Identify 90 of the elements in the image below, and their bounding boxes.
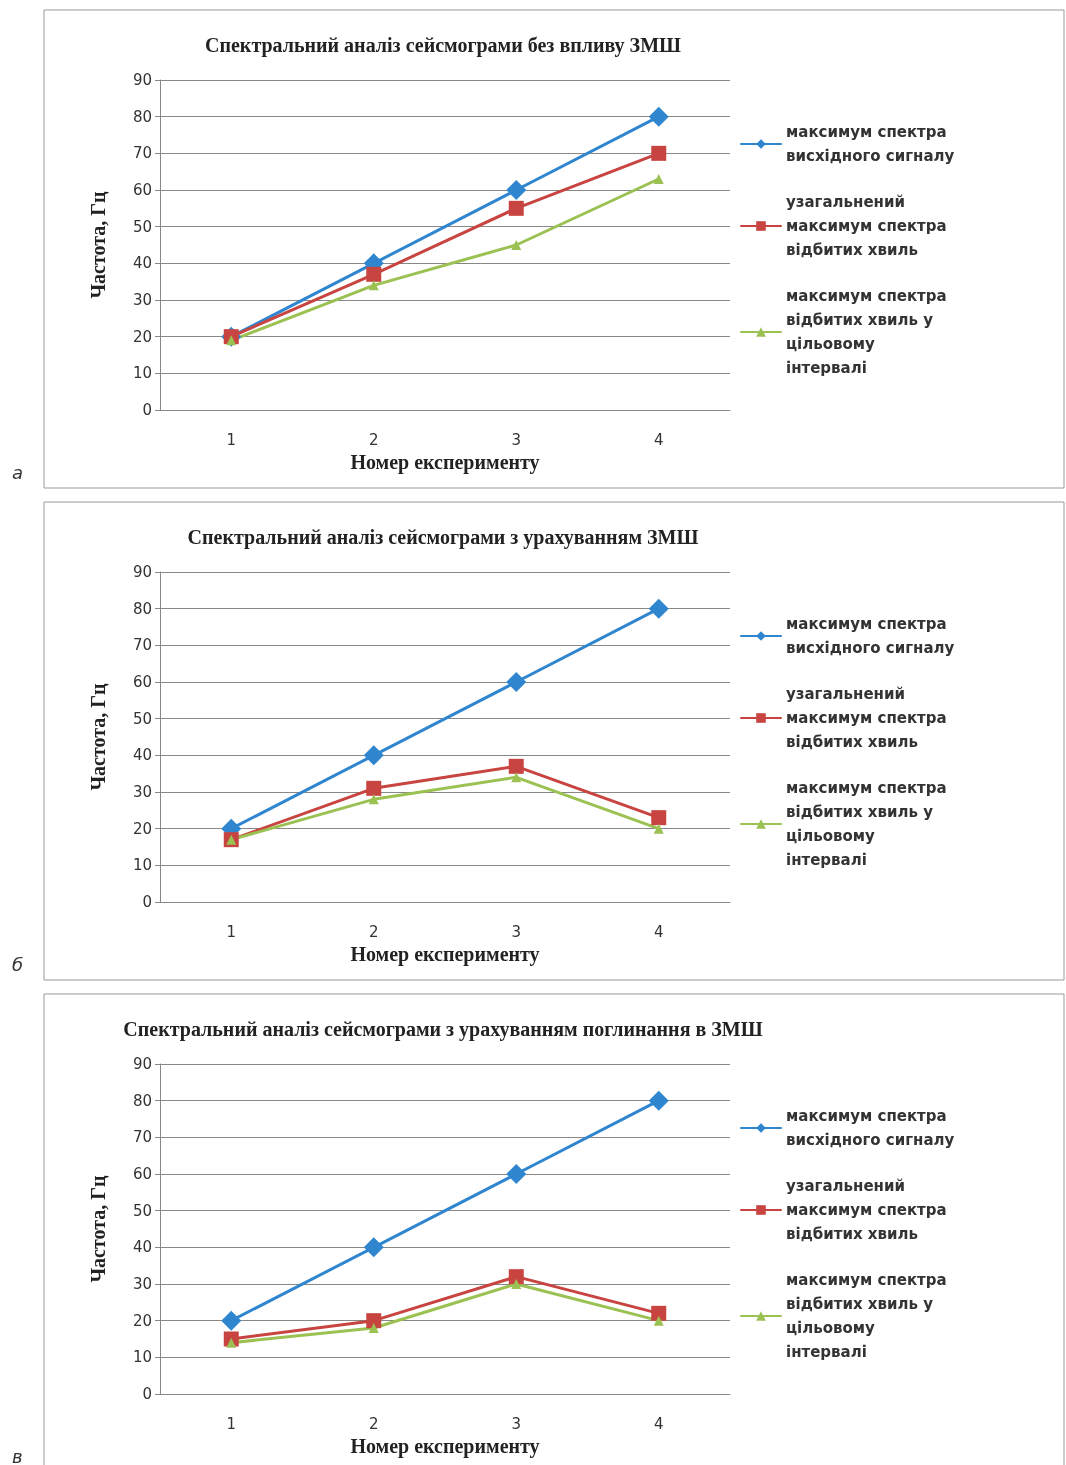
y-tick-label: 0 [142, 401, 152, 419]
y-tick-label: 40 [132, 1238, 152, 1257]
y-tick-label: 10 [132, 856, 152, 875]
y-tick-label: 60 [132, 181, 152, 199]
y-tick-label: 80 [132, 107, 152, 126]
y-tick-label: 20 [132, 1311, 152, 1330]
point [653, 174, 664, 184]
x-tick-label: 4 [653, 1414, 664, 1433]
x-tick-label: 1 [226, 922, 237, 941]
point [368, 794, 379, 805]
legend-label: максимум спектра відбитих хвиль у цільовому інтервалі [786, 779, 952, 869]
x-axis-title: Номер експерименту [350, 1434, 540, 1458]
text: а [12, 461, 24, 483]
point [511, 240, 522, 250]
x-tick-label: 1 [226, 430, 237, 449]
legend-label: узагальнений максимум спектра відбитих хвиль [786, 685, 952, 751]
point [506, 180, 527, 200]
y-tick-label: 20 [132, 327, 152, 346]
y-tick-label: 40 [132, 746, 152, 765]
y-tick-label: 90 [132, 71, 152, 89]
legend-label: узагальнений максимум спектра відбитих хвиль [786, 193, 952, 259]
y-axis-title: Частота, Гц [87, 682, 109, 791]
y-tick-label: 60 [132, 673, 152, 691]
point [506, 1164, 527, 1184]
legend-label: максимум спектра висхідного сигналу [786, 123, 955, 165]
point [648, 1090, 669, 1111]
point [511, 1279, 522, 1289]
x-tick-label: 2 [368, 430, 379, 449]
y-axis-title: Частота, Гц [87, 1174, 109, 1283]
point [653, 823, 664, 834]
x-tick-label: 4 [653, 430, 664, 449]
y-tick-label: 20 [132, 819, 152, 838]
y-axis-title: Частота, Гц [87, 190, 109, 299]
point [508, 1269, 524, 1285]
point [511, 772, 522, 783]
y-tick-label: 40 [132, 254, 152, 273]
point [221, 1310, 242, 1331]
y-tick-label: 70 [132, 144, 152, 163]
x-axis-title: Номер експерименту [350, 942, 540, 966]
point [366, 266, 382, 282]
y-tick-label: 70 [132, 1128, 152, 1147]
y-tick-label: 0 [142, 893, 152, 911]
point [648, 106, 669, 127]
point [368, 280, 379, 291]
legend-label: максимум спектра висхідного сигналу [786, 615, 955, 657]
y-tick-label: 80 [132, 1091, 152, 1110]
legend-label: максимум спектра відбитих хвиль у цільовому інтервалі [786, 287, 952, 377]
x-tick-label: 3 [511, 922, 522, 941]
chart-title: Спектральний аналіз сейсмограми з урахуванням поглинання в ЗМШ [123, 1018, 763, 1041]
point [363, 745, 384, 766]
point [651, 145, 667, 161]
chart-title: Спектральний аналіз сейсмограми без впливу ЗМШ [205, 34, 682, 57]
point [366, 780, 382, 796]
text: б [12, 953, 24, 975]
x-tick-label: 1 [226, 1414, 237, 1433]
point [506, 672, 527, 692]
y-tick-label: 30 [132, 1275, 152, 1293]
x-tick-label: 3 [511, 1414, 522, 1433]
y-tick-label: 30 [132, 291, 152, 309]
point [363, 1237, 384, 1258]
point [653, 1315, 664, 1326]
point [368, 1323, 379, 1333]
x-tick-label: 2 [368, 922, 379, 941]
x-tick-label: 3 [511, 430, 522, 449]
y-tick-label: 50 [132, 1201, 152, 1220]
point [651, 1305, 667, 1321]
legend-label: узагальнений максимум спектра відбитих хвиль [786, 1177, 952, 1243]
legend-label: максимум спектра відбитих хвиль у цільовому інтервалі [786, 1271, 952, 1361]
text: в [12, 1445, 23, 1465]
point [508, 758, 524, 774]
point [366, 1313, 382, 1329]
x-tick-label: 2 [368, 1414, 379, 1433]
point [508, 200, 524, 216]
y-tick-label: 10 [132, 1348, 152, 1367]
y-tick-label: 90 [132, 1055, 152, 1073]
x-tick-label: 4 [653, 922, 664, 941]
point [648, 598, 669, 619]
legend-label: максимум спектра висхідного сигналу [786, 1107, 955, 1149]
y-tick-label: 50 [132, 217, 152, 236]
y-tick-label: 60 [132, 1165, 152, 1183]
point [651, 810, 667, 826]
y-tick-label: 30 [132, 783, 152, 801]
chart-title: Спектральний аналіз сейсмограми з урахуванням ЗМШ [187, 526, 699, 549]
y-tick-label: 70 [132, 636, 152, 655]
y-tick-label: 90 [132, 563, 152, 581]
y-tick-label: 80 [132, 599, 152, 618]
x-axis-title: Номер експерименту [350, 450, 540, 474]
y-tick-label: 0 [142, 1385, 152, 1403]
y-tick-label: 10 [132, 364, 152, 383]
y-tick-label: 50 [132, 709, 152, 728]
